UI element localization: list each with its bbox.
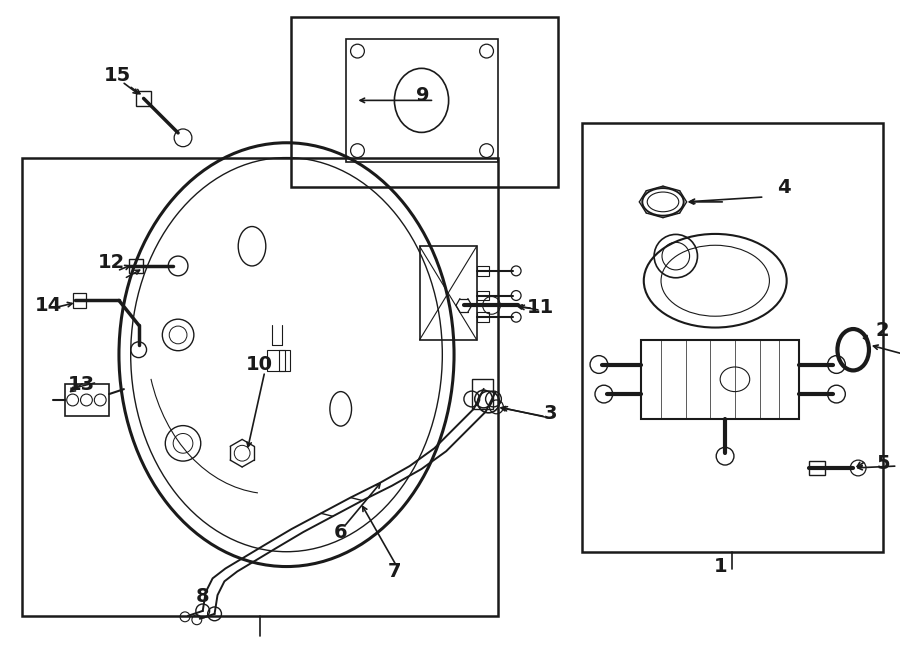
Bar — [279, 350, 291, 371]
Text: 2: 2 — [876, 320, 889, 340]
Bar — [472, 379, 493, 409]
Bar — [266, 350, 284, 371]
Text: 11: 11 — [527, 298, 554, 317]
Text: 9: 9 — [416, 86, 429, 105]
Bar — [136, 91, 151, 107]
Bar — [65, 384, 109, 416]
Text: 13: 13 — [68, 375, 95, 394]
Bar — [346, 39, 499, 162]
Bar — [477, 291, 489, 301]
Bar — [73, 293, 86, 308]
Bar — [809, 461, 824, 475]
Text: 5: 5 — [876, 453, 889, 473]
Bar — [477, 266, 489, 276]
Bar — [582, 123, 883, 551]
Bar — [477, 312, 489, 322]
Text: 7: 7 — [388, 562, 401, 581]
Bar — [642, 340, 799, 418]
Bar — [419, 246, 477, 340]
Text: 3: 3 — [544, 404, 557, 423]
Text: 8: 8 — [196, 587, 210, 606]
Text: 4: 4 — [778, 177, 791, 197]
Text: 14: 14 — [34, 296, 61, 315]
Text: 15: 15 — [104, 66, 130, 85]
Text: 12: 12 — [97, 254, 125, 273]
Text: 10: 10 — [246, 355, 273, 374]
Text: 6: 6 — [334, 522, 347, 542]
Bar — [292, 17, 557, 187]
Bar — [22, 158, 499, 616]
Text: 1: 1 — [714, 557, 727, 576]
Bar — [129, 259, 142, 273]
